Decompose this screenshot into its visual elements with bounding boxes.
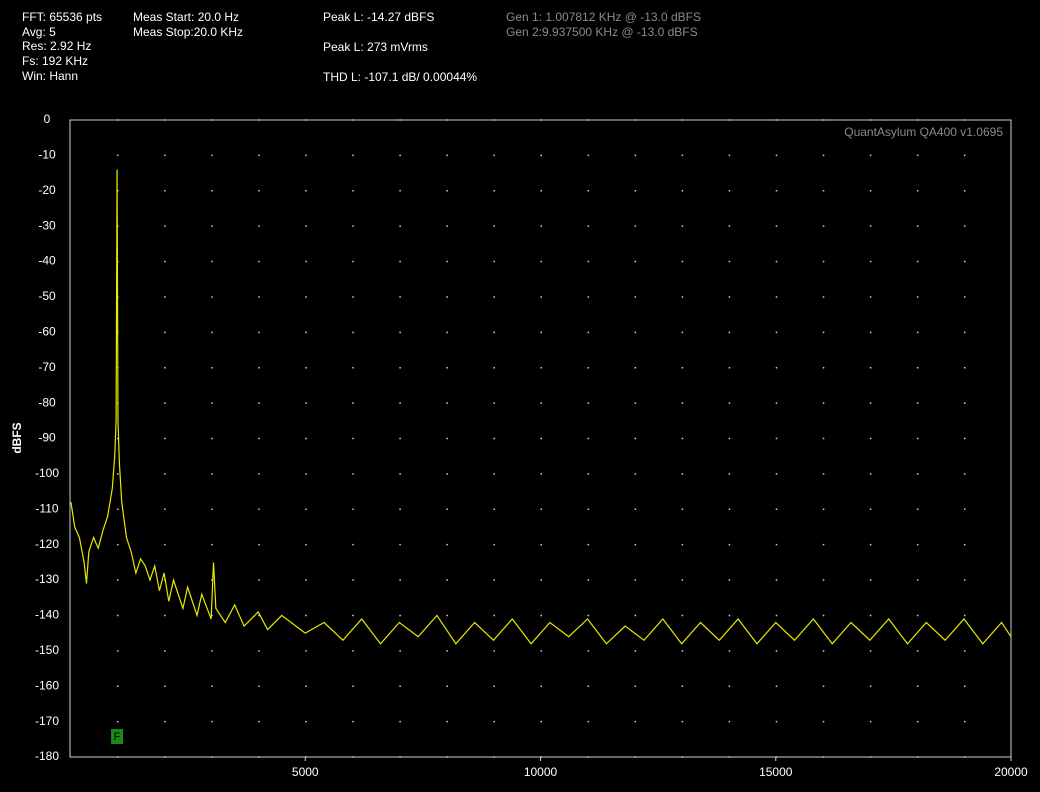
y-tick-label: -10 (38, 148, 56, 162)
x-tick-label: 5000 (292, 765, 319, 779)
info-text: Fs: 192 KHz (22, 54, 88, 68)
y-tick-label: -30 (38, 218, 56, 232)
x-tick-label: 20000 (994, 765, 1028, 779)
x-tick-label: 15000 (759, 765, 793, 779)
info-text: Gen 1: 1.007812 KHz @ -13.0 dBFS (506, 10, 701, 24)
y-tick-label: -160 (35, 678, 59, 692)
y-tick-label: 0 (44, 112, 51, 126)
info-text: Gen 2:9.937500 KHz @ -13.0 dBFS (506, 25, 698, 39)
watermark: QuantAsylum QA400 v1.0695 (844, 125, 1003, 139)
marker-label: F (114, 731, 121, 743)
info-text: Meas Stop:20.0 KHz (133, 25, 243, 39)
y-tick-label: -120 (35, 537, 59, 551)
y-tick-label: -80 (38, 395, 56, 409)
info-text: Avg: 5 (22, 25, 56, 39)
y-tick-label: -60 (38, 325, 56, 339)
y-tick-label: -170 (35, 714, 59, 728)
y-tick-label: -100 (35, 466, 59, 480)
y-tick-label: -180 (35, 749, 59, 763)
info-text: Win: Hann (22, 69, 78, 83)
y-tick-label: -110 (35, 501, 58, 515)
y-tick-label: -150 (35, 643, 59, 657)
x-tick-label: 10000 (524, 765, 558, 779)
y-tick-label: -90 (38, 431, 56, 445)
y-tick-label: -70 (38, 360, 56, 374)
spectrum-line (70, 169, 1012, 645)
y-axis-label: dBFS (10, 422, 24, 453)
info-text: THD L: -107.1 dB/ 0.00044% (323, 70, 477, 84)
info-text: Peak L: -14.27 dBFS (323, 10, 434, 24)
info-text: Peak L: 273 mVrms (323, 40, 428, 54)
info-text: Res: 2.92 Hz (22, 39, 91, 53)
y-tick-label: -50 (38, 289, 56, 303)
y-tick-label: -140 (35, 608, 59, 622)
info-text: Meas Start: 20.0 Hz (133, 10, 239, 24)
marker-box (111, 729, 124, 744)
y-tick-label: -40 (38, 254, 56, 268)
y-tick-label: -20 (38, 183, 56, 197)
info-text: FFT: 65536 pts (22, 10, 102, 24)
y-tick-label: -130 (35, 572, 59, 586)
